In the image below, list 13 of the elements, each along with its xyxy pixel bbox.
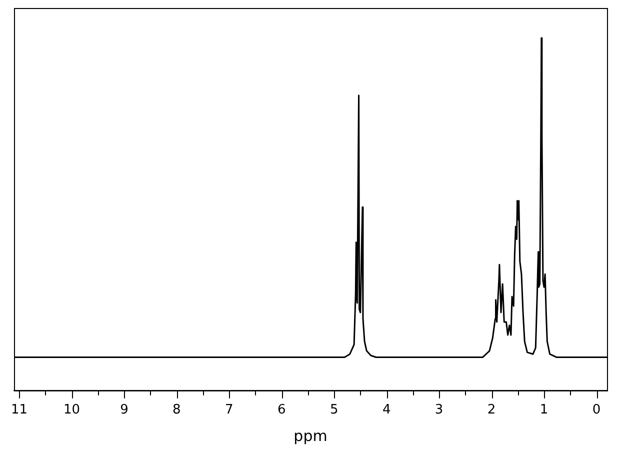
x-axis-title: ppm xyxy=(294,426,328,445)
x-tick-label: 10 xyxy=(63,402,80,418)
x-tick-label: 11 xyxy=(10,402,28,418)
x-tick-label: 7 xyxy=(225,402,234,418)
x-tick-label: 5 xyxy=(330,402,338,418)
x-tick-label: 3 xyxy=(434,402,444,418)
x-tick-label: 0 xyxy=(592,402,601,418)
x-tick-label: 9 xyxy=(120,402,128,418)
x-tick-label: 6 xyxy=(277,402,286,418)
x-tick-label: 8 xyxy=(172,402,181,418)
x-tick-label: 2 xyxy=(487,402,496,418)
x-tick-label: 4 xyxy=(382,402,391,418)
x-tick-label: 1 xyxy=(540,402,548,418)
